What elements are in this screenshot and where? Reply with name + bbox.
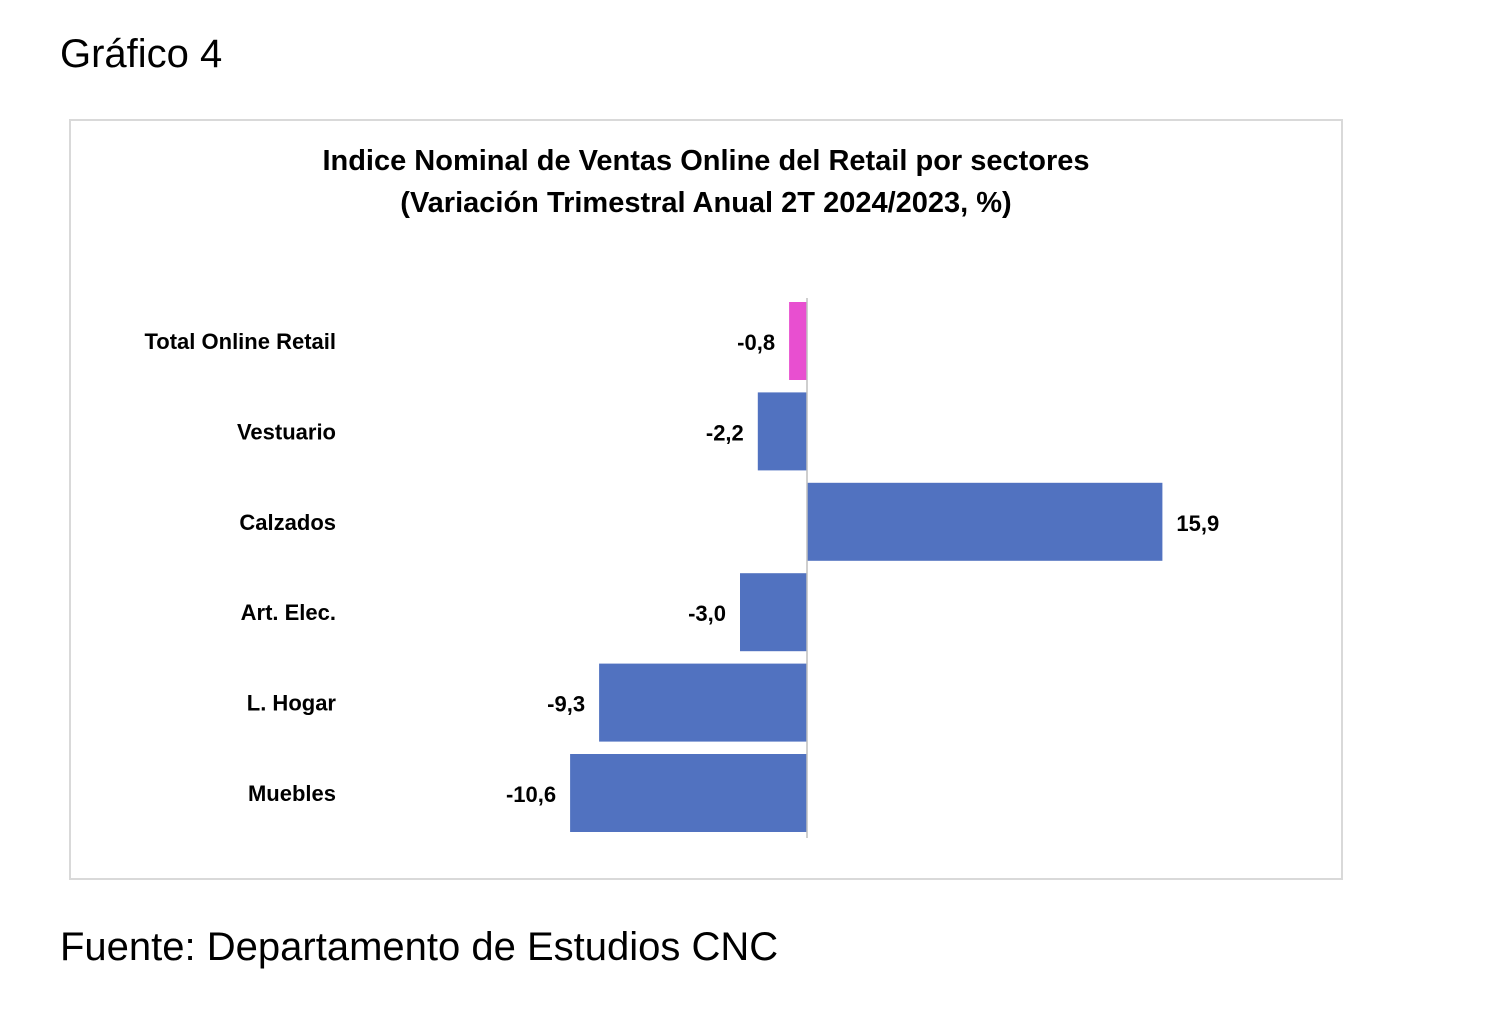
category-label: L. Hogar [247,691,337,716]
bar-calzados [807,482,1163,561]
bar-vestuario [757,392,807,471]
figure-label: Gráfico 4 [60,32,223,76]
value-label: -0,8 [737,330,775,355]
source-note: Fuente: Departamento de Estudios CNC [60,925,779,969]
category-label: Total Online Retail [144,329,336,354]
category-label: Vestuario [237,419,336,444]
chart-title-block: Indice Nominal de Ventas Online del Reta… [0,140,1412,224]
value-label: 15,9 [1176,511,1219,536]
value-label: -10,6 [506,782,556,807]
chart-title: Indice Nominal de Ventas Online del Reta… [322,145,1090,177]
category-label: Art. Elec. [241,600,336,625]
category-label: Calzados [239,510,336,535]
bar-l-hogar [599,663,807,742]
bar-total-online-retail [789,302,807,380]
category-label: Muebles [248,781,336,806]
chart-subtitle: (Variación Trimestral Anual 2T 2024/2023… [400,187,1012,219]
bar-art-elec [740,573,808,652]
bar-muebles [570,754,807,832]
value-label: -2,2 [706,420,744,445]
value-label: -3,0 [688,601,726,626]
value-label: -9,3 [547,692,585,717]
